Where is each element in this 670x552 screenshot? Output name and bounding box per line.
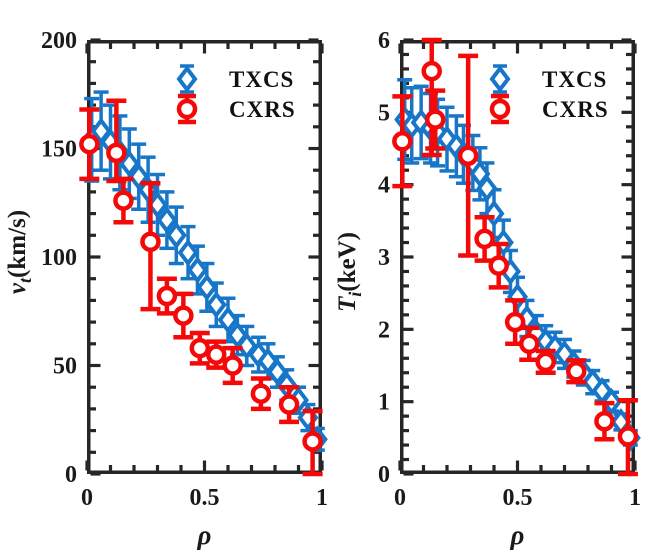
circle-marker: [79, 133, 100, 155]
circle-marker: [617, 426, 639, 447]
y-tick-label: 0: [378, 462, 390, 488]
circle-marker: [106, 142, 127, 164]
error-bar: [421, 37, 442, 158]
y-axis-subscript: i: [345, 291, 365, 297]
legend-label-txcs: TXCS: [542, 67, 607, 92]
circle-marker: [504, 311, 526, 333]
circle-marker: [519, 333, 540, 355]
diamond-marker: [165, 221, 187, 250]
diamond-marker: [205, 290, 227, 319]
y-axis-label-temperature: Ti(keV): [334, 232, 366, 312]
series-cxrs: [392, 37, 639, 477]
circle-marker: [278, 394, 300, 415]
circle-marker: [421, 60, 442, 82]
x-tick-label: 1: [316, 485, 328, 511]
tick-labels: 0 1 2 3 4 5 6 0 0.5 1: [378, 28, 641, 511]
y-tick-label: 1: [378, 390, 390, 416]
legend-marker-txcs: [489, 64, 511, 94]
legend-marker-txcs: [176, 64, 198, 94]
circle-marker: [189, 337, 211, 359]
x-tick-label: 1: [629, 485, 641, 511]
y-tick-label: 100: [41, 245, 77, 271]
y-axis-subscript: t: [15, 277, 35, 283]
y-axis-variable: T: [334, 296, 361, 313]
diamond-marker: [436, 125, 458, 153]
circle-marker: [302, 431, 323, 452]
y-tick-label: 5: [378, 100, 390, 126]
y-axis-label-velocity: vt(km/s): [4, 210, 36, 294]
y-tick-label: 2: [378, 317, 390, 343]
diamond-marker: [118, 149, 140, 178]
diamond-marker: [582, 368, 604, 396]
y-tick-label: 4: [378, 173, 390, 199]
x-tick-label: 0.5: [190, 485, 220, 511]
y-tick-label: 0: [65, 462, 77, 488]
circle-marker: [156, 285, 178, 307]
legend-marker-cxrs: [176, 93, 198, 125]
circle-marker: [535, 351, 556, 373]
diamond-marker: [476, 174, 498, 203]
legend: TXCS CXRS: [489, 64, 609, 125]
plot-canvas-temperature: 0 1 2 3 4 5 6 0 0.5 1 TXCS CXRS: [378, 28, 641, 511]
axis-box: [400, 40, 635, 474]
y-axis-variable: v: [4, 282, 31, 295]
circle-marker: [474, 228, 495, 250]
axis-box: [87, 40, 322, 474]
legend-label-cxrs: CXRS: [229, 97, 296, 122]
y-tick-label: 3: [378, 245, 390, 271]
diamond-marker: [156, 206, 178, 234]
circle-marker: [173, 305, 194, 326]
diamond-marker: [186, 256, 208, 284]
circle-marker: [140, 231, 161, 253]
x-axis-label-rho-left: ρ: [197, 520, 212, 550]
circle-marker: [206, 344, 227, 365]
legend-marker-cxrs: [489, 93, 511, 125]
circle-marker: [425, 109, 446, 130]
circle-marker: [457, 145, 479, 166]
circle-marker: [250, 383, 272, 404]
x-tick-label: 0: [81, 485, 93, 511]
tick-labels: 0 50 100 150 200 0 0.5 1: [41, 28, 328, 511]
y-axis-unit: (keV): [334, 231, 361, 292]
y-tick-label: 150: [41, 137, 77, 163]
plot-canvas-velocity: 0 50 100 150 200 0 0.5 1 TXCS CXRS: [41, 28, 328, 511]
circle-marker: [566, 361, 587, 382]
diamond-marker: [177, 238, 199, 267]
legend: TXCS CXRS: [176, 64, 296, 125]
plot-velocity-panel: 0 50 100 150 200 0 0.5 1 TXCS CXRS: [41, 28, 328, 511]
diamond-marker: [196, 273, 218, 302]
diamond-marker: [217, 306, 239, 334]
y-axis-unit: (km/s): [4, 209, 31, 278]
y-tick-label: 200: [41, 28, 77, 54]
circle-marker: [113, 190, 134, 211]
circle-marker: [392, 131, 413, 152]
legend-label-txcs: TXCS: [229, 67, 294, 92]
diamond-marker: [266, 358, 288, 386]
y-tick-label: 6: [378, 28, 390, 54]
series-cxrs: [79, 98, 323, 477]
plot-temperature-panel: 0 1 2 3 4 5 6 0 0.5 1 TXCS CXRS: [378, 28, 641, 511]
x-axis-label-rho-right: ρ: [510, 520, 525, 550]
circle-marker: [222, 355, 243, 376]
y-tick-label: 50: [53, 354, 77, 380]
circle-marker: [488, 255, 509, 276]
x-tick-label: 0: [394, 485, 406, 511]
x-tick-label: 0.5: [503, 485, 533, 511]
circle-marker: [594, 410, 615, 432]
legend-label-cxrs: CXRS: [542, 97, 609, 122]
